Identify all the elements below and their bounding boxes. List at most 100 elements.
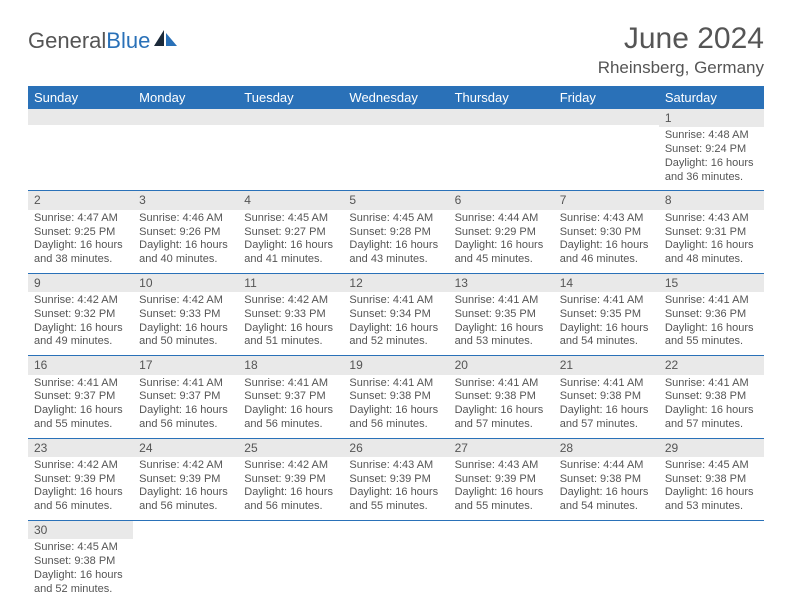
sunset-text: Sunset: 9:39 PM bbox=[455, 473, 548, 487]
calendar-cell: 28Sunrise: 4:44 AMSunset: 9:38 PMDayligh… bbox=[554, 438, 659, 520]
calendar-cell: 10 Sunrise: 4:42 AMSunset: 9:33 PMDayligh… bbox=[133, 273, 238, 355]
calendar-cell bbox=[238, 109, 343, 191]
day-number: 28 bbox=[554, 439, 659, 457]
page-header: GeneralBlue June 2024 Rheinsberg, German… bbox=[28, 22, 764, 78]
sunset-text: Sunset: 9:25 PM bbox=[34, 226, 127, 240]
sunset-text: Sunset: 9:39 PM bbox=[139, 473, 232, 487]
day-details: Sunrise: 4:45 AMSunset: 9:38 PMDaylight:… bbox=[34, 541, 127, 596]
sunset-text: Sunset: 9:33 PM bbox=[244, 308, 337, 322]
day-header: Sunday bbox=[28, 86, 133, 109]
sunrise-text: Sunrise: 4:45 AM bbox=[665, 459, 758, 473]
sunrise-text: Sunrise: 4:41 AM bbox=[560, 377, 653, 391]
daylight-text: Daylight: 16 hours and 38 minutes. bbox=[34, 239, 127, 267]
daylight-text: Daylight: 16 hours and 45 minutes. bbox=[455, 239, 548, 267]
sunrise-text: Sunrise: 4:41 AM bbox=[139, 377, 232, 391]
day-details: Sunrise: 4:41 AMSunset: 9:38 PMDaylight:… bbox=[665, 377, 758, 432]
day-header: Saturday bbox=[659, 86, 764, 109]
day-details: Sunrise: 4:42 AMSunset: 9:33 PMDaylight:… bbox=[244, 294, 337, 349]
day-header: Monday bbox=[133, 86, 238, 109]
sunset-text: Sunset: 9:32 PM bbox=[34, 308, 127, 322]
sunset-text: Sunset: 9:39 PM bbox=[34, 473, 127, 487]
day-number: 10 bbox=[133, 274, 238, 292]
calendar-cell: 30 Sunrise: 4:45 AMSunset: 9:38 PMDayligh… bbox=[28, 520, 133, 602]
sunset-text: Sunset: 9:30 PM bbox=[560, 226, 653, 240]
day-details: Sunrise: 4:41 AMSunset: 9:38 PMDaylight:… bbox=[455, 377, 548, 432]
calendar-cell: 19Sunrise: 4:41 AMSunset: 9:38 PMDayligh… bbox=[343, 356, 448, 438]
day-details: Sunrise: 4:43 AMSunset: 9:39 PMDaylight:… bbox=[455, 459, 548, 514]
calendar-table: SundayMondayTuesdayWednesdayThursdayFrid… bbox=[28, 86, 764, 602]
sunset-text: Sunset: 9:38 PM bbox=[665, 473, 758, 487]
day-details: Sunrise: 4:41 AMSunset: 9:38 PMDaylight:… bbox=[349, 377, 442, 432]
sunrise-text: Sunrise: 4:42 AM bbox=[244, 459, 337, 473]
calendar-cell: 7Sunrise: 4:43 AMSunset: 9:30 PMDaylight… bbox=[554, 191, 659, 273]
daylight-text: Daylight: 16 hours and 55 minutes. bbox=[455, 486, 548, 514]
calendar-cell: 3Sunrise: 4:46 AMSunset: 9:26 PMDaylight… bbox=[133, 191, 238, 273]
day-number: 3 bbox=[133, 191, 238, 209]
day-number: 30 bbox=[28, 521, 133, 539]
calendar-cell bbox=[343, 109, 448, 191]
sunset-text: Sunset: 9:38 PM bbox=[665, 390, 758, 404]
title-block: June 2024 Rheinsberg, Germany bbox=[598, 22, 764, 78]
day-number: 26 bbox=[343, 439, 448, 457]
day-number: 5 bbox=[343, 191, 448, 209]
sunset-text: Sunset: 9:31 PM bbox=[665, 226, 758, 240]
calendar-cell: 18 Sunrise: 4:41 AMSunset: 9:37 PMDayligh… bbox=[238, 356, 343, 438]
sunrise-text: Sunrise: 4:43 AM bbox=[349, 459, 442, 473]
sunrise-text: Sunrise: 4:42 AM bbox=[139, 294, 232, 308]
day-number: 13 bbox=[449, 274, 554, 292]
logo-text-2: Blue bbox=[106, 28, 150, 54]
daylight-text: Daylight: 16 hours and 41 minutes. bbox=[244, 239, 337, 267]
calendar-head: SundayMondayTuesdayWednesdayThursdayFrid… bbox=[28, 86, 764, 109]
calendar-cell: 9 Sunrise: 4:42 AMSunset: 9:32 PMDaylight… bbox=[28, 273, 133, 355]
calendar-cell bbox=[554, 520, 659, 602]
sunrise-text: Sunrise: 4:47 AM bbox=[34, 212, 127, 226]
daylight-text: Daylight: 16 hours and 54 minutes. bbox=[560, 322, 653, 350]
sunset-text: Sunset: 9:38 PM bbox=[560, 390, 653, 404]
calendar-cell: 6Sunrise: 4:44 AMSunset: 9:29 PMDaylight… bbox=[449, 191, 554, 273]
day-details: Sunrise: 4:42 AMSunset: 9:32 PMDaylight:… bbox=[34, 294, 127, 349]
sunset-text: Sunset: 9:39 PM bbox=[244, 473, 337, 487]
day-number: 1 bbox=[659, 109, 764, 127]
sunrise-text: Sunrise: 4:45 AM bbox=[349, 212, 442, 226]
sunset-text: Sunset: 9:27 PM bbox=[244, 226, 337, 240]
day-details: Sunrise: 4:42 AMSunset: 9:33 PMDaylight:… bbox=[139, 294, 232, 349]
daylight-text: Daylight: 16 hours and 56 minutes. bbox=[244, 486, 337, 514]
day-header: Wednesday bbox=[343, 86, 448, 109]
calendar-page: GeneralBlue June 2024 Rheinsberg, German… bbox=[0, 0, 792, 602]
sunset-text: Sunset: 9:39 PM bbox=[349, 473, 442, 487]
location-label: Rheinsberg, Germany bbox=[598, 58, 764, 78]
empty-day-strip bbox=[238, 109, 343, 125]
day-details: Sunrise: 4:47 AMSunset: 9:25 PMDaylight:… bbox=[34, 212, 127, 267]
calendar-cell bbox=[449, 109, 554, 191]
empty-day-strip bbox=[554, 109, 659, 125]
calendar-cell: 29Sunrise: 4:45 AMSunset: 9:38 PMDayligh… bbox=[659, 438, 764, 520]
calendar-cell: 21Sunrise: 4:41 AMSunset: 9:38 PMDayligh… bbox=[554, 356, 659, 438]
sunset-text: Sunset: 9:38 PM bbox=[349, 390, 442, 404]
calendar-cell bbox=[449, 520, 554, 602]
calendar-cell: 26 Sunrise: 4:43 AMSunset: 9:39 PMDayligh… bbox=[343, 438, 448, 520]
sunset-text: Sunset: 9:34 PM bbox=[349, 308, 442, 322]
day-number: 4 bbox=[238, 191, 343, 209]
calendar-cell bbox=[133, 520, 238, 602]
calendar-cell bbox=[133, 109, 238, 191]
calendar-cell: 15Sunrise: 4:41 AMSunset: 9:36 PMDayligh… bbox=[659, 273, 764, 355]
sunset-text: Sunset: 9:24 PM bbox=[665, 143, 758, 157]
calendar-cell: 14 Sunrise: 4:41 AMSunset: 9:35 PMDayligh… bbox=[554, 273, 659, 355]
sunrise-text: Sunrise: 4:41 AM bbox=[560, 294, 653, 308]
empty-day-strip bbox=[28, 109, 133, 125]
day-number: 15 bbox=[659, 274, 764, 292]
day-number: 8 bbox=[659, 191, 764, 209]
day-details: Sunrise: 4:43 AMSunset: 9:39 PMDaylight:… bbox=[349, 459, 442, 514]
daylight-text: Daylight: 16 hours and 40 minutes. bbox=[139, 239, 232, 267]
day-details: Sunrise: 4:41 AMSunset: 9:35 PMDaylight:… bbox=[560, 294, 653, 349]
day-number: 18 bbox=[238, 356, 343, 374]
day-details: Sunrise: 4:41 AMSunset: 9:37 PMDaylight:… bbox=[244, 377, 337, 432]
daylight-text: Daylight: 16 hours and 56 minutes. bbox=[244, 404, 337, 432]
day-details: Sunrise: 4:41 AMSunset: 9:38 PMDaylight:… bbox=[560, 377, 653, 432]
day-header: Tuesday bbox=[238, 86, 343, 109]
sunrise-text: Sunrise: 4:42 AM bbox=[244, 294, 337, 308]
sunrise-text: Sunrise: 4:44 AM bbox=[455, 212, 548, 226]
day-number: 14 bbox=[554, 274, 659, 292]
day-number: 9 bbox=[28, 274, 133, 292]
calendar-cell: 16Sunrise: 4:41 AMSunset: 9:37 PMDayligh… bbox=[28, 356, 133, 438]
